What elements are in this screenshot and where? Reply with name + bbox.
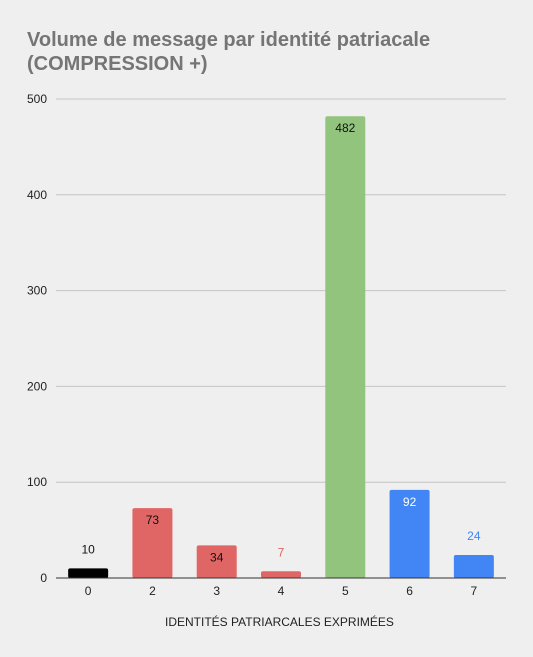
y-tick-label-300: 300	[27, 284, 47, 298]
chart-title-line-1: Volume de message par identité patriacal…	[27, 29, 431, 51]
bar-3	[196, 545, 237, 578]
data-label-5: 482	[335, 121, 355, 135]
y-tick-label-200: 200	[27, 379, 47, 393]
y-tick-label-100: 100	[27, 475, 47, 489]
data-label-4: 7	[278, 545, 285, 559]
data-label-6: 92	[403, 495, 417, 509]
x-tick-label-7: 7	[471, 584, 478, 598]
bar-7	[453, 555, 494, 578]
y-tick-label-0: 0	[40, 571, 47, 585]
bar-0	[68, 568, 109, 578]
bar-5	[325, 116, 366, 578]
bar-4	[261, 571, 301, 578]
bar-6	[389, 489, 430, 578]
chart-title-line-2: (COMPRESSION +)	[27, 53, 208, 75]
x-tick-label-6: 6	[406, 584, 413, 598]
data-label-0: 10	[81, 542, 95, 556]
data-label-3: 34	[210, 550, 224, 564]
x-tick-label-3: 3	[213, 584, 220, 598]
bar-2	[132, 508, 173, 578]
x-tick-label-4: 4	[278, 584, 285, 598]
chart-title: Volume de message par identité patriacal…	[27, 28, 507, 76]
x-axis-title-text: IDENTITÉS PATRIARCALES EXPRIMÉES	[165, 615, 394, 629]
y-tick-label-500: 500	[27, 92, 47, 106]
x-tick-label-5: 5	[342, 584, 349, 598]
data-label-7: 24	[467, 529, 481, 543]
data-label-2: 73	[146, 513, 160, 527]
x-tick-label-0: 0	[85, 584, 92, 598]
y-tick-label-400: 400	[27, 188, 47, 202]
x-tick-label-2: 2	[149, 584, 156, 598]
